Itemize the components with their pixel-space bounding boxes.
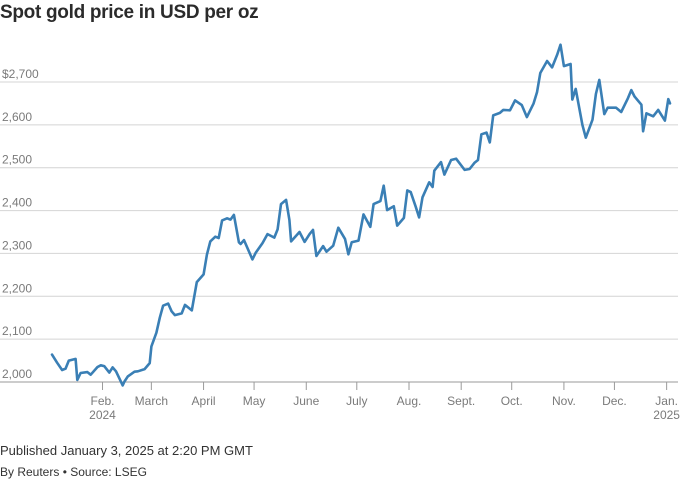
x-tick-label: Sept. [447,394,475,408]
y-tick-label: $2,700 [2,67,39,81]
x-tick-label: Aug. [397,394,422,408]
x-tick-label: March [135,394,168,408]
y-tick-label: 2,100 [2,324,32,338]
x-tick-label: July [346,394,367,408]
byline-source: By Reuters • Source: LSEG [0,465,147,479]
x-tick-label: Oct. [501,394,523,408]
x-tick-year-label: 2025 [653,408,680,422]
line-chart: 2,000 2,100 2,200 2,300 2,400 2,500 2,600 $2,70… [0,43,680,422]
x-tick-label: Dec. [602,394,627,408]
x-tick-label: April [192,394,216,408]
x-tick-label: June [293,394,319,408]
y-tick-label: 2,200 [2,281,32,295]
x-tick-label: Jan. [655,394,678,408]
y-axis-labels: 2,000 2,100 2,200 2,300 2,400 2,500 2,600 $2,70… [2,67,39,381]
y-tick-label: 2,500 [2,153,32,167]
chart-title: Spot gold price in USD per oz [0,2,259,23]
y-tick-label: 2,400 [2,196,32,210]
x-axis: Feb.2024 March April May June July Aug. Sept. Oc… [89,382,680,422]
x-tick-label: Feb. [91,394,115,408]
y-tick-label: 2,000 [2,367,32,381]
gold-price-line [50,43,672,387]
series-group [50,43,672,387]
x-tick-year-label: 2024 [89,408,116,422]
published-date: Published January 3, 2025 at 2:20 PM GMT [0,443,253,458]
y-tick-label: 2,600 [2,110,32,124]
x-tick-label: May [243,394,266,408]
x-tick-label: Nov. [552,394,576,408]
y-tick-label: 2,300 [2,238,32,252]
gridlines [0,81,678,383]
